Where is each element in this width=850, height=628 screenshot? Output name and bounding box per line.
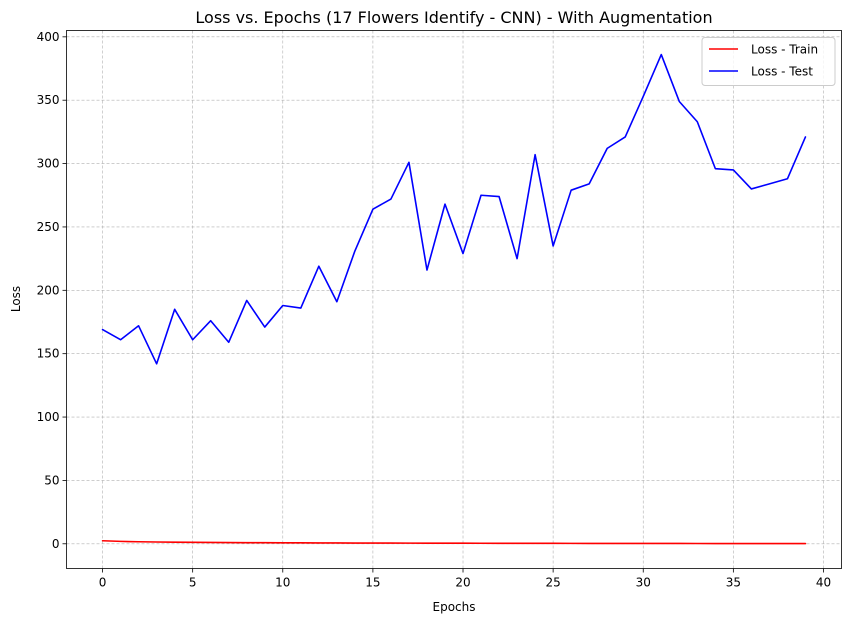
y-tick-label: 350 (37, 93, 60, 107)
x-tick-label: 10 (275, 576, 290, 590)
y-tick-label: 100 (37, 410, 60, 424)
x-tick-label: 30 (636, 576, 651, 590)
legend: Loss - Train Loss - Test (701, 37, 836, 86)
series-lines (101, 53, 807, 545)
x-tick-label: 15 (365, 576, 380, 590)
x-tick-label: 20 (455, 576, 470, 590)
x-axis-ticks: 0 5 10 15 20 25 30 35 40 (99, 568, 831, 590)
y-axis-ticks: 0 50 100 150 200 250 300 350 400 (37, 30, 67, 551)
x-tick-label: 0 (99, 576, 107, 590)
y-tick-label: 150 (37, 347, 60, 361)
x-axis-label: Epochs (433, 600, 476, 614)
train-loss-line (101, 539, 807, 545)
chart-title: Loss vs. Epochs (17 Flowers Identify - C… (195, 8, 712, 27)
legend-label-train: Loss - Train (751, 43, 818, 57)
y-tick-label: 300 (37, 157, 60, 171)
y-tick-label: 400 (37, 30, 60, 44)
y-tick-label: 250 (37, 220, 60, 234)
x-tick-label: 40 (816, 576, 831, 590)
y-tick-label: 50 (44, 473, 59, 487)
y-axis-label: Loss (9, 286, 23, 312)
axes-frame (66, 30, 842, 569)
y-tick-label: 200 (37, 283, 60, 297)
grid-lines (66, 30, 842, 569)
legend-label-test: Loss - Test (751, 65, 813, 79)
test-loss-line (101, 53, 807, 365)
x-tick-label: 25 (545, 576, 560, 590)
x-tick-label: 5 (189, 576, 197, 590)
y-tick-label: 0 (52, 537, 60, 551)
x-tick-label: 35 (726, 576, 741, 590)
